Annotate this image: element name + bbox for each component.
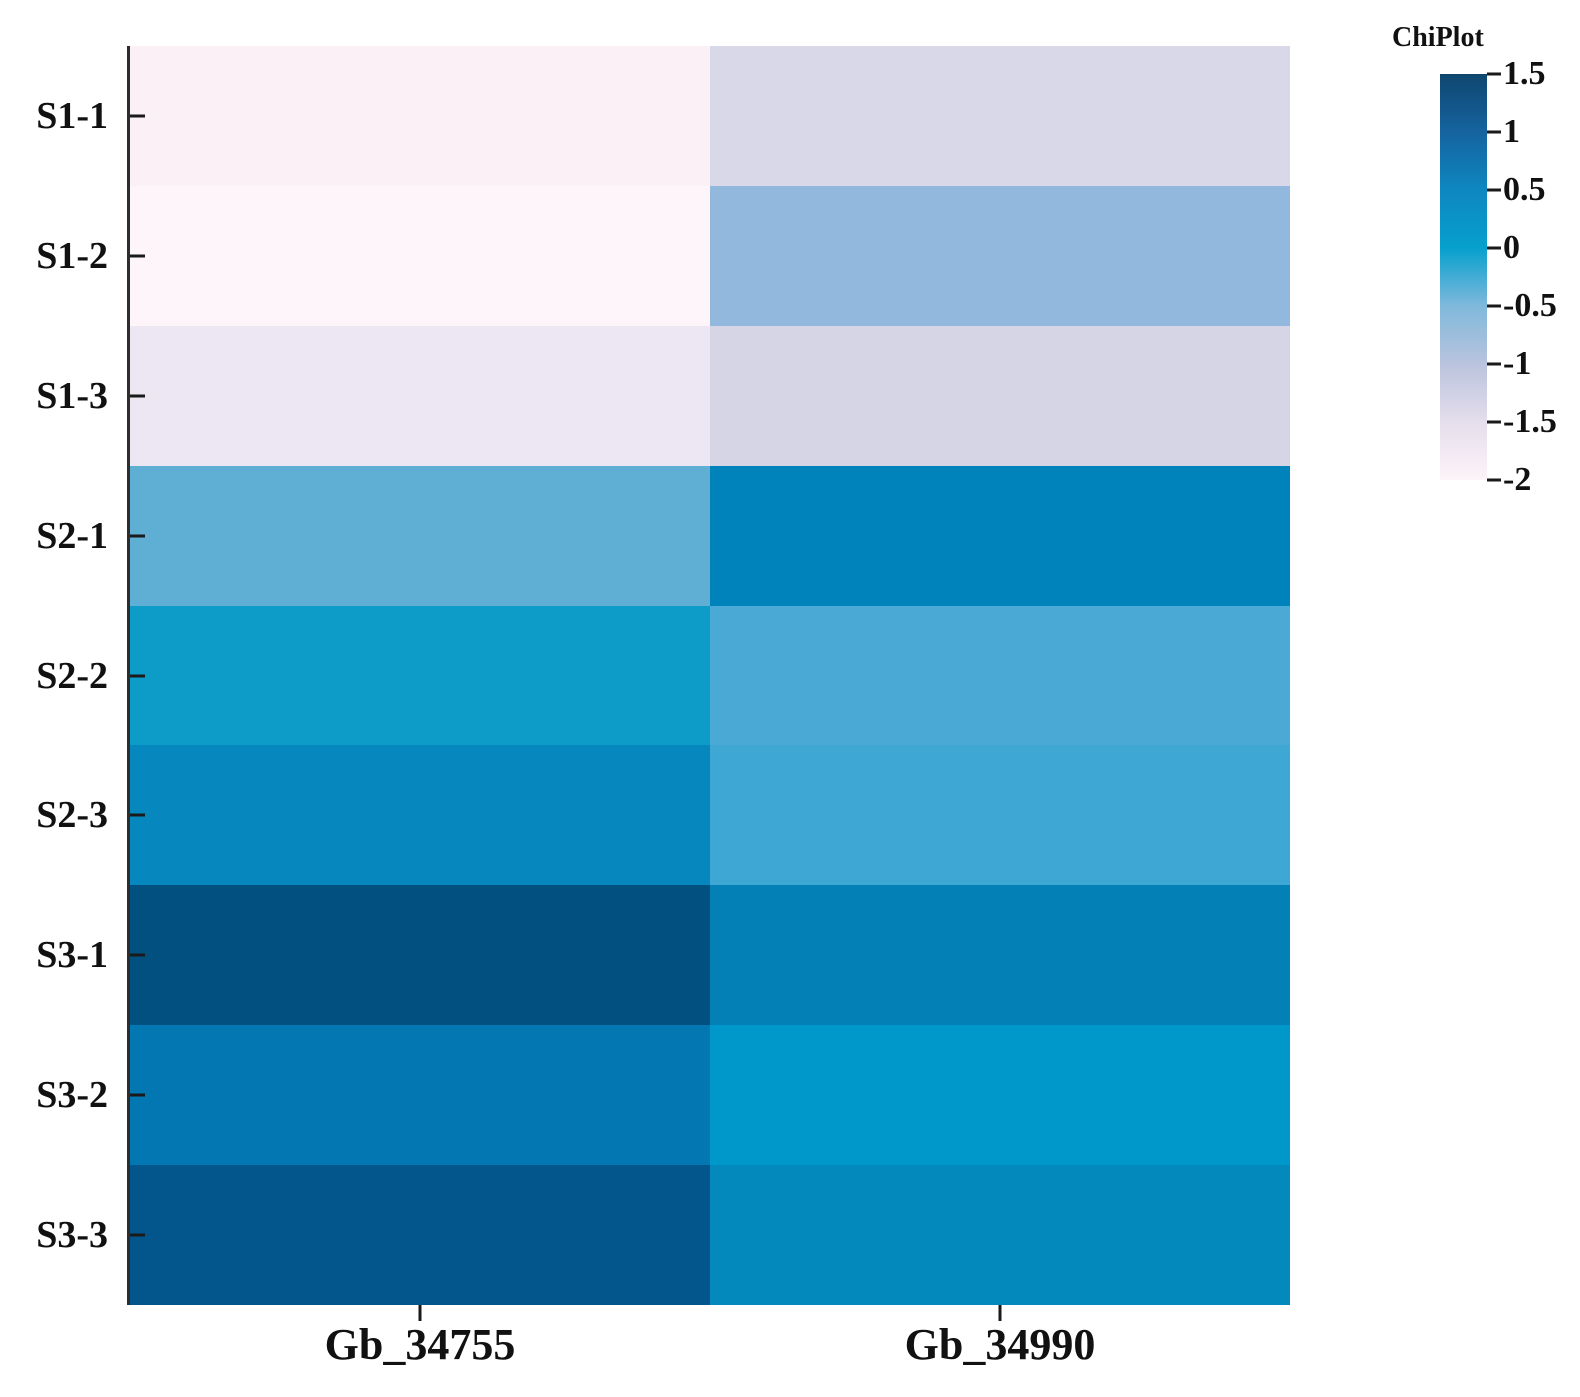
legend-label-1.5: 1.5 [1503,55,1546,92]
legend-label-0: 0 [1503,229,1520,266]
col-label-Gb_34755: Gb_34755 [324,1320,516,1369]
heatmap-cell-Gb_34990-S2-2 [710,605,1290,746]
heatmap-grid [130,46,1290,1305]
heatmap-cell-Gb_34990-S2-1 [710,465,1290,606]
legend-tick--1 [1487,362,1501,366]
legend-tick-1.5 [1487,72,1501,76]
row-label-S1-1: S1-1 [36,94,108,137]
y-axis-line [127,46,130,1305]
heatmap-cell-Gb_34755-S1-3 [130,325,710,466]
legend-tick--0.5 [1487,304,1501,308]
row-label-S2-3: S2-3 [36,794,108,837]
row-label-S2-1: S2-1 [36,514,108,557]
row-label-S3-3: S3-3 [36,1214,108,1257]
legend-label--2: -2 [1503,461,1532,498]
heatmap-cell-Gb_34990-S1-2 [710,185,1290,326]
colorbar-legend: ChiPlot 1.5 1 0.5 0 -0.5 -1 -1.5 -2 [1390,14,1580,534]
row-label-S1-3: S1-3 [36,374,108,417]
heatmap-cell-Gb_34755-S2-2 [130,605,710,746]
row-label-S2-2: S2-2 [36,654,108,697]
heatmap-cell-Gb_34755-S1-2 [130,185,710,326]
heatmap-cell-Gb_34990-S3-3 [710,1165,1290,1305]
legend-label--1.5: -1.5 [1503,403,1557,440]
heatmap-cell-Gb_34755-S3-3 [130,1165,710,1305]
row-label-S3-1: S3-1 [36,934,108,977]
row-label-S3-2: S3-2 [36,1074,108,1117]
legend-label--0.5: -0.5 [1503,287,1557,324]
col-label-Gb_34990: Gb_34990 [904,1320,1096,1369]
col-tick-Gb_34990 [998,1305,1002,1321]
legend-title: ChiPlot [1392,22,1484,53]
heatmap-cell-Gb_34755-S2-1 [130,465,710,606]
legend-label-0.5: 0.5 [1503,171,1546,208]
legend-label--1: -1 [1503,345,1532,382]
row-label-S1-2: S1-2 [36,234,108,277]
heatmap-cell-Gb_34755-S2-3 [130,745,710,886]
heatmap-cell-Gb_34990-S1-3 [710,325,1290,466]
heatmap-cell-Gb_34755-S1-1 [130,46,710,186]
heatmap-cell-Gb_34755-S3-2 [130,1025,710,1166]
colorbar-gradient: 1.5 1 0.5 0 -0.5 -1 -1.5 -2 [1440,57,1557,497]
heatmap-cell-Gb_34990-S3-2 [710,1025,1290,1166]
legend-tick--2 [1487,478,1501,482]
legend-tick--1.5 [1487,420,1501,424]
heatmap-plot: S1-1 S1-2 S1-3 S2-1 S2-2 S2-3 S3-1 S3-2 S3-3 Gb_… [36,46,1290,1367]
heatmap-cell-Gb_34990-S2-3 [710,745,1290,886]
legend-tick-1 [1487,130,1501,134]
legend-tick-0 [1487,246,1501,250]
heatmap-cell-Gb_34990-S3-1 [710,885,1290,1026]
heatmap-cell-Gb_34990-S1-1 [710,46,1290,186]
heatmap-cell-Gb_34755-S3-1 [130,885,710,1026]
legend-tick-0.5 [1487,188,1501,192]
legend-label-1: 1 [1503,113,1520,150]
col-tick-Gb_34755 [418,1305,422,1321]
